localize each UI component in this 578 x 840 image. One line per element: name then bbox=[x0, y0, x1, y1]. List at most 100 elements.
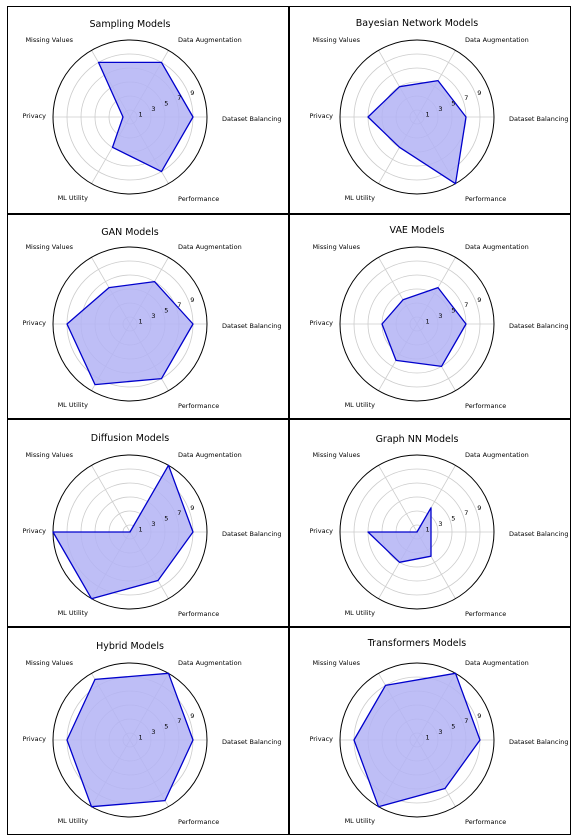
axis-label: Data Augmentation bbox=[465, 243, 529, 251]
grid-spoke bbox=[91, 465, 131, 533]
series-area bbox=[381, 286, 467, 368]
axis-label: Performance bbox=[465, 818, 506, 826]
axis-label: Data Augmentation bbox=[465, 36, 529, 44]
axis-label: ML Utility bbox=[58, 817, 89, 825]
radial-tick-label: 7 bbox=[177, 717, 181, 725]
axis-label: ML Utility bbox=[58, 609, 89, 617]
radial-tick-label: 5 bbox=[451, 100, 455, 108]
radial-tick-label: 7 bbox=[177, 509, 181, 517]
axis-label: Performance bbox=[178, 610, 219, 618]
axis-label: Data Augmentation bbox=[178, 36, 242, 44]
radial-tick-label: 5 bbox=[451, 723, 455, 731]
polar-frame bbox=[339, 662, 495, 818]
radial-tick-label: 9 bbox=[190, 504, 194, 512]
axis-label: Privacy bbox=[22, 735, 46, 743]
axis-label: Data Augmentation bbox=[465, 659, 529, 667]
axis-label: Performance bbox=[178, 818, 219, 826]
axis-label: Missing Values bbox=[25, 243, 73, 251]
axis-label: Performance bbox=[465, 402, 506, 410]
axis-label: Dataset Balancing bbox=[509, 530, 569, 538]
radial-tick-label: 1 bbox=[426, 525, 430, 533]
polar-frame bbox=[52, 662, 208, 818]
axis-label: Dataset Balancing bbox=[509, 738, 569, 746]
axis-label: Privacy bbox=[309, 735, 333, 743]
axis-label: Dataset Balancing bbox=[222, 530, 282, 538]
radial-tick-label: 9 bbox=[190, 712, 194, 720]
polar-frame bbox=[52, 246, 208, 402]
radial-tick-label: 5 bbox=[164, 307, 168, 315]
axis-label: Missing Values bbox=[25, 36, 73, 44]
radar-chart-0: Sampling Models 13 5 7 9 Dataset Balancing Dat… bbox=[22, 19, 281, 203]
series-area bbox=[367, 79, 467, 185]
radial-tick-label: 3 bbox=[438, 520, 442, 528]
radar-chart-1: Bayesian Network Models 13 5 7 9 Dataset Bala… bbox=[309, 18, 568, 203]
axis-label: Privacy bbox=[22, 319, 46, 327]
grid-spoke bbox=[378, 465, 418, 533]
series-area bbox=[66, 672, 194, 808]
radial-tick-label: 3 bbox=[438, 728, 442, 736]
series-area bbox=[97, 61, 194, 173]
radial-tick-label: 5 bbox=[451, 307, 455, 315]
axis-label: Dataset Balancing bbox=[222, 322, 282, 330]
radial-tick-label: 5 bbox=[451, 515, 455, 523]
radial-tick-label: 3 bbox=[151, 312, 155, 320]
axis-label: Privacy bbox=[309, 112, 333, 120]
axis-label: ML Utility bbox=[58, 194, 89, 202]
axis-label: Privacy bbox=[309, 319, 333, 327]
polar-frame bbox=[339, 454, 495, 610]
radial-tick-label: 1 bbox=[139, 317, 143, 325]
radial-tick-label: 7 bbox=[464, 301, 468, 309]
axis-label: Missing Values bbox=[312, 36, 360, 44]
radial-tick-label: 7 bbox=[464, 717, 468, 725]
axis-label: Performance bbox=[178, 195, 219, 203]
radial-tick-label: 3 bbox=[151, 728, 155, 736]
axis-label: Data Augmentation bbox=[178, 451, 242, 459]
radial-tick-label: 3 bbox=[438, 105, 442, 113]
series-area bbox=[66, 280, 194, 386]
radial-tick-label: 9 bbox=[190, 89, 194, 97]
radar-chart-2: GAN Models 13 5 7 9 Dataset Balancing Data Aug… bbox=[22, 227, 281, 410]
axis-label: Missing Values bbox=[312, 243, 360, 251]
series-area bbox=[52, 464, 194, 600]
radial-tick-label: 9 bbox=[477, 89, 481, 97]
radial-tick-label: 3 bbox=[151, 520, 155, 528]
series-area bbox=[353, 672, 481, 808]
radial-tick-label: 3 bbox=[438, 312, 442, 320]
axis-label: ML Utility bbox=[58, 401, 89, 409]
radial-tick-label: 1 bbox=[139, 525, 143, 533]
axis-label: ML Utility bbox=[345, 817, 376, 825]
radar-chart-6: Hybrid Models 13 5 7 9 Dataset Balancing Data … bbox=[22, 641, 281, 826]
axis-label: Privacy bbox=[22, 527, 46, 535]
axis-label: ML Utility bbox=[345, 194, 376, 202]
axis-label: Performance bbox=[465, 610, 506, 618]
radial-tick-label: 9 bbox=[477, 712, 481, 720]
radar-chart-5: Graph NN Models 13 5 7 9 Dataset Balancing Dat… bbox=[309, 434, 568, 618]
radial-tick-label: 5 bbox=[164, 723, 168, 731]
radial-tick-label: 7 bbox=[464, 94, 468, 102]
radial-tick-label: 3 bbox=[151, 105, 155, 113]
axis-label: Performance bbox=[178, 402, 219, 410]
radial-tick-label: 5 bbox=[164, 100, 168, 108]
axis-label: Privacy bbox=[309, 527, 333, 535]
radial-tick-label: 9 bbox=[477, 296, 481, 304]
radar-chart-3: VAE Models 13 5 7 9 Dataset Balancing Data Aug… bbox=[309, 225, 568, 410]
polar-frame bbox=[339, 39, 495, 195]
axis-label: Dataset Balancing bbox=[222, 115, 282, 123]
axis-label: Performance bbox=[465, 195, 506, 203]
radial-tick-label: 1 bbox=[426, 733, 430, 741]
axis-label: ML Utility bbox=[345, 401, 376, 409]
radial-tick-label: 9 bbox=[477, 504, 481, 512]
axis-label: Privacy bbox=[22, 112, 46, 120]
radar-chart-4: Diffusion Models 13 5 7 9 Dataset Balancing Da… bbox=[22, 433, 281, 618]
axis-label: Dataset Balancing bbox=[509, 322, 569, 330]
radial-tick-label: 7 bbox=[464, 509, 468, 517]
radial-tick-label: 1 bbox=[426, 110, 430, 118]
axis-label: Dataset Balancing bbox=[222, 738, 282, 746]
polar-frame bbox=[52, 39, 208, 195]
radial-tick-label: 1 bbox=[139, 733, 143, 741]
radial-tick-label: 7 bbox=[177, 94, 181, 102]
chart-title: GAN Models bbox=[101, 227, 159, 238]
radar-chart-7: Transformers Models 13 5 7 9 Dataset Balancin… bbox=[309, 638, 568, 826]
